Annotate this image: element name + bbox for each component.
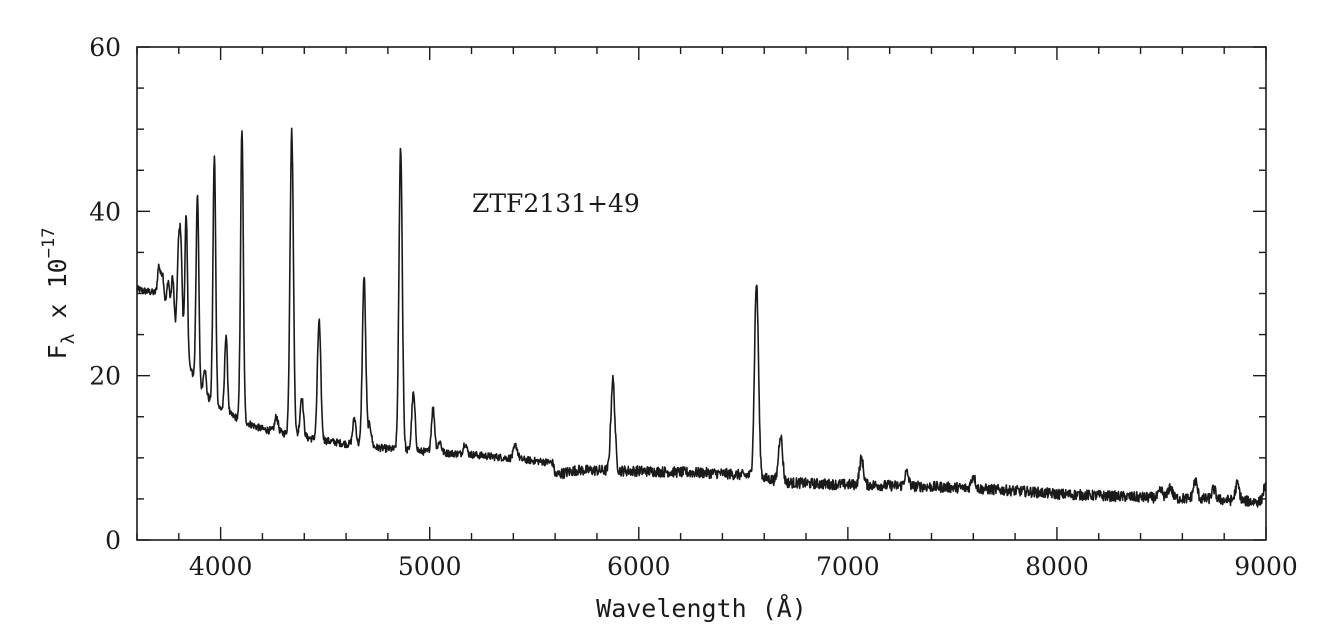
y-axis-label-subscript: λ xyxy=(58,333,79,344)
x-axis-label: Wavelength (Å) xyxy=(596,594,807,623)
y-axis-label: Fλ x 10−17 xyxy=(39,228,79,360)
y-tick-label: 0 xyxy=(105,526,121,555)
y-tick-label: 40 xyxy=(89,197,121,226)
axis-ticks xyxy=(136,46,1267,541)
x-tick-label: 4000 xyxy=(189,552,253,581)
spectrum-line xyxy=(136,127,1267,508)
y-axis-label-superscript: −17 xyxy=(39,228,59,259)
y-axis-label-base: F xyxy=(43,344,72,359)
x-tick-label: 9000 xyxy=(1234,552,1298,581)
x-tick-label: 8000 xyxy=(1025,552,1089,581)
plot-frame xyxy=(136,46,1267,541)
y-tick-label: 60 xyxy=(89,33,121,62)
y-tick-label: 20 xyxy=(89,362,121,391)
x-tick-label: 6000 xyxy=(607,552,671,581)
tick-labels: 4000 5000 6000 7000 8000 9000 0 20 40 60 xyxy=(89,33,1298,581)
x-tick-label: 7000 xyxy=(816,552,880,581)
object-name-annotation: ZTF2131+49 xyxy=(472,189,640,218)
y-axis-label-middle: x 10 xyxy=(43,258,72,333)
x-tick-label: 5000 xyxy=(398,552,462,581)
